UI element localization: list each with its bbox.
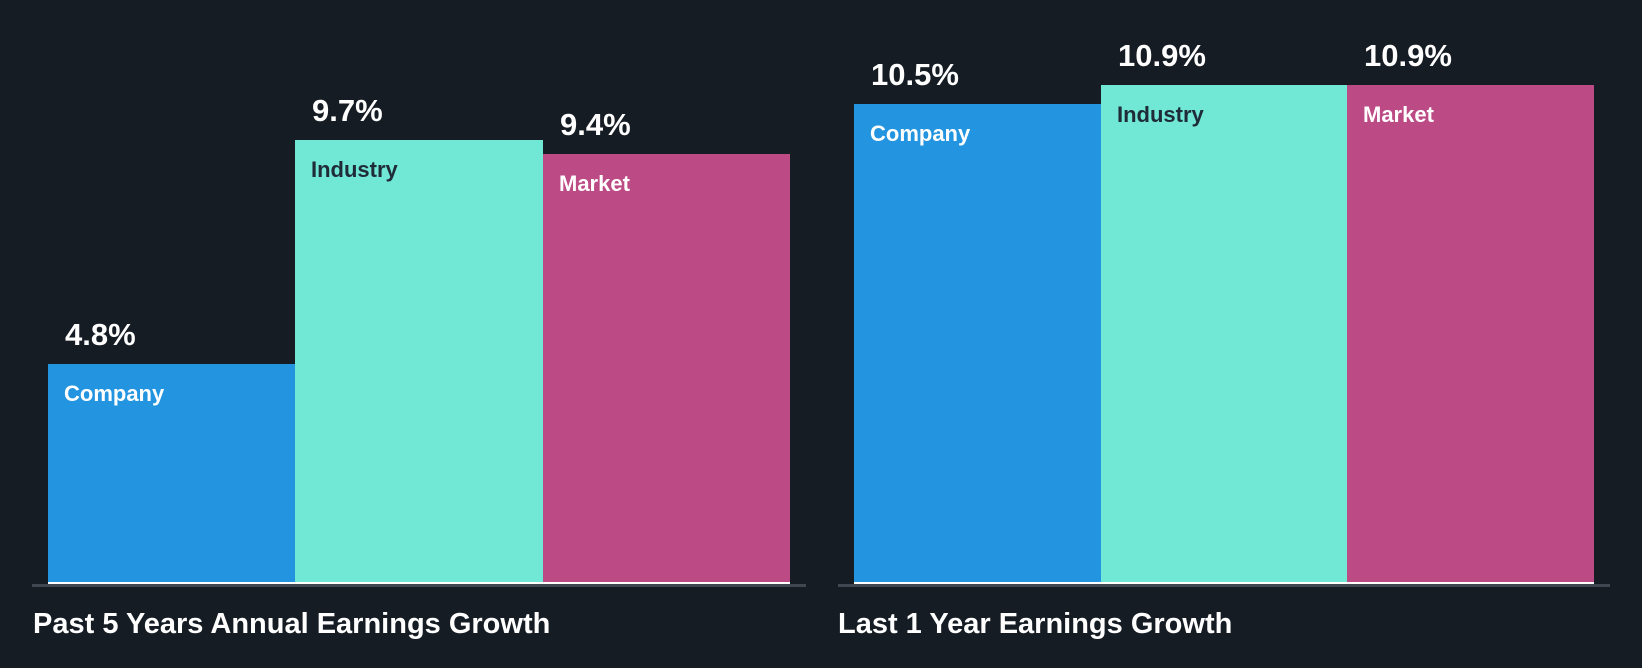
x-axis-line	[32, 584, 806, 587]
bar-baseline	[1347, 582, 1594, 584]
bar-fill-industry: Industry	[295, 140, 543, 584]
bar-baseline	[543, 582, 790, 584]
chart-title: Last 1 Year Earnings Growth	[838, 608, 1233, 640]
bar-industry: 9.7% Industry	[295, 80, 543, 584]
x-axis-line	[838, 584, 1610, 587]
bar-value-market: 10.9%	[1364, 38, 1452, 73]
bar-value-market: 9.4%	[560, 107, 631, 142]
bar-fill-industry: Industry	[1101, 85, 1347, 584]
bar-label-market: Market	[559, 171, 630, 196]
chart-past-5-years: 4.8% Company 9.7% Industry 9.4% Market P…	[32, 80, 806, 640]
bar-company: 4.8% Company	[48, 304, 295, 584]
bar-label-company: Company	[870, 121, 971, 146]
bar-fill-market: Market	[1347, 85, 1594, 584]
bar-market: 9.4% Market	[543, 94, 790, 584]
bar-label-company: Company	[64, 381, 165, 406]
bar-value-industry: 10.9%	[1118, 38, 1206, 73]
bar-label-market: Market	[1363, 102, 1434, 127]
bar-label-industry: Industry	[311, 157, 398, 182]
bar-company: 10.5% Company	[854, 44, 1101, 584]
bar-baseline	[1101, 582, 1347, 584]
bar-baseline	[295, 582, 543, 584]
chart-title: Past 5 Years Annual Earnings Growth	[33, 608, 551, 640]
bar-baseline	[854, 582, 1101, 584]
bar-label-industry: Industry	[1117, 102, 1204, 127]
bar-value-company: 4.8%	[65, 317, 136, 352]
bar-fill-market: Market	[543, 154, 790, 584]
bar-value-industry: 9.7%	[312, 93, 383, 128]
bar-market: 10.9% Market	[1347, 25, 1594, 584]
bar-fill-company: Company	[48, 364, 295, 584]
bar-value-company: 10.5%	[871, 57, 959, 92]
bar-fill-company: Company	[854, 104, 1101, 584]
bar-industry: 10.9% Industry	[1101, 25, 1347, 584]
bar-baseline	[48, 582, 295, 584]
